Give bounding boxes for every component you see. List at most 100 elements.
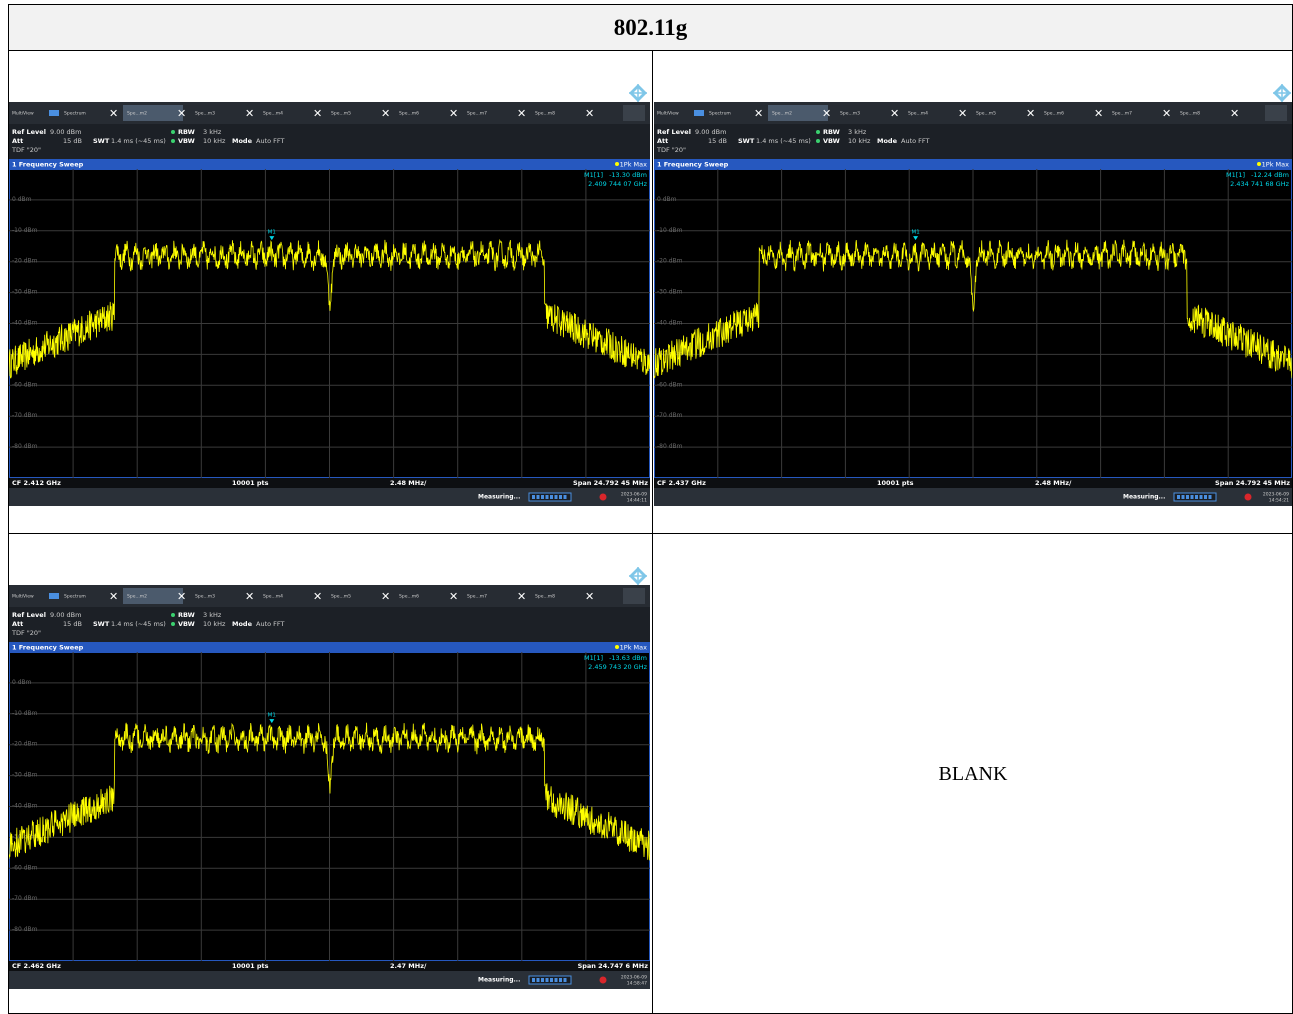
marker-label: M1: [268, 230, 276, 236]
marker-level: -12.24 dBm: [1251, 171, 1289, 179]
per-division: 2.48 MHz/: [1035, 479, 1072, 487]
tab-button: [623, 105, 645, 121]
progress-segment: [1177, 495, 1180, 499]
tab-label: Spe...m3: [195, 111, 215, 117]
span: Span 24.747 6 MHz: [578, 962, 649, 970]
swt: 1.4 ms (~45 ms): [111, 620, 166, 628]
rbw-label: RBW: [178, 611, 195, 619]
points: 10001 pts: [232, 479, 269, 487]
trace-label: 1Pk Max: [620, 161, 647, 169]
analyzer-screenshot: MultiView Spectrum ✕ Spe...m2 ✕ Spe...m3 ✕ Spe.…: [654, 102, 1292, 506]
trace: [9, 722, 650, 861]
tab-label: Spe...m5: [976, 111, 996, 117]
vbw-label: VBW: [178, 137, 195, 145]
marker-label: M1: [268, 713, 276, 719]
att: 15 dB: [708, 137, 727, 145]
status-dot: [171, 622, 175, 626]
header-cell: 802.11g: [8, 4, 1293, 51]
tab-icon: [694, 110, 704, 116]
active-tab[interactable]: [123, 588, 183, 604]
trace: [9, 238, 650, 379]
y-label: -60 dBm: [12, 864, 38, 871]
span: Span 24.792 45 MHz: [1215, 479, 1290, 487]
progress-segment: [541, 978, 544, 982]
logo: [1273, 84, 1291, 102]
tab-close: ✕: [1026, 107, 1035, 120]
progress-segment: [536, 495, 540, 499]
marker: [269, 236, 275, 241]
tab-label: Spe...m2: [127, 594, 147, 600]
marker-level: -13.30 dBm: [609, 171, 647, 179]
progress-segment: [545, 495, 549, 499]
active-tab[interactable]: [123, 105, 183, 121]
tab-label: Spe...m7: [467, 594, 487, 600]
progress-segment: [554, 495, 558, 499]
vbw: 10 kHz: [203, 137, 226, 145]
tab-close: ✕: [381, 107, 390, 120]
logo: [629, 567, 647, 585]
window-bar: [9, 642, 650, 652]
vbw: 10 kHz: [203, 620, 226, 628]
mode: Auto FFT: [901, 137, 930, 145]
status-text: Measuring...: [478, 977, 520, 984]
tab-label: Spe...m5: [331, 111, 351, 117]
tab-label: Spe...m6: [1044, 111, 1064, 117]
tab-label: Spe...m2: [772, 111, 792, 117]
tab-close: ✕: [822, 107, 831, 120]
time: 14:58:47: [627, 981, 647, 987]
mode: Auto FFT: [256, 137, 285, 145]
info-panel: [9, 124, 650, 159]
swt-label: SWT: [738, 137, 755, 145]
trace: [654, 239, 1292, 379]
center-frequency: CF 2.462 GHz: [12, 962, 61, 970]
status-text: Measuring...: [1123, 494, 1165, 501]
trace-label: 1Pk Max: [1262, 161, 1289, 169]
y-label: 0 dBm: [12, 679, 32, 686]
window-bar: [654, 159, 1292, 169]
y-label: -20 dBm: [12, 741, 38, 748]
date: 2023-06-09: [621, 492, 647, 498]
y-label: 0 dBm: [657, 196, 677, 203]
active-tab[interactable]: [768, 105, 828, 121]
tab-close: ✕: [517, 590, 526, 603]
rbw-label: RBW: [823, 128, 840, 136]
y-label: -60 dBm: [12, 381, 38, 388]
per-division: 2.47 MHz/: [390, 962, 427, 970]
tab-close: ✕: [449, 107, 458, 120]
axis-bar: [9, 478, 650, 488]
tab-label: Spe...m4: [263, 594, 283, 600]
progress-segment: [536, 978, 540, 982]
marker-freq: 2.459 743 20 GHz: [588, 663, 647, 671]
tab-close: ✕: [381, 590, 390, 603]
time: 14:54:21: [1269, 498, 1289, 504]
swt: 1.4 ms (~45 ms): [111, 137, 166, 145]
tab-label: Spe...m4: [263, 111, 283, 117]
marker-name: M1[1]: [584, 171, 603, 179]
tab-label: MultiView: [12, 594, 34, 600]
tab-label: Spe...m8: [535, 594, 555, 600]
progress-segment: [563, 978, 567, 982]
vbw: 10 kHz: [848, 137, 871, 145]
ref-level: 9.00 dBm: [50, 128, 81, 136]
att: 15 dB: [63, 137, 82, 145]
status-dot: [171, 139, 175, 143]
progress-segment: [1190, 495, 1194, 499]
tab-label: Spectrum: [64, 594, 86, 600]
status-dot: [816, 130, 820, 134]
progress-segment: [550, 495, 553, 499]
axis-bar: [654, 478, 1292, 488]
logo: [629, 84, 647, 102]
att: 15 dB: [63, 620, 82, 628]
progress-segment: [1199, 495, 1203, 499]
span: Span 24.792 45 MHz: [573, 479, 648, 487]
tab-label: Spe...m8: [535, 111, 555, 117]
progress-segment: [532, 495, 535, 499]
warning-icon: [599, 493, 607, 501]
y-label: -40 dBm: [657, 320, 683, 327]
tab-close: ✕: [1162, 107, 1171, 120]
y-label: 0 dBm: [12, 196, 32, 203]
tab-close: ✕: [890, 107, 899, 120]
tdf: TDF "20": [11, 146, 41, 154]
per-division: 2.48 MHz/: [390, 479, 427, 487]
progress-segment: [1208, 495, 1212, 499]
